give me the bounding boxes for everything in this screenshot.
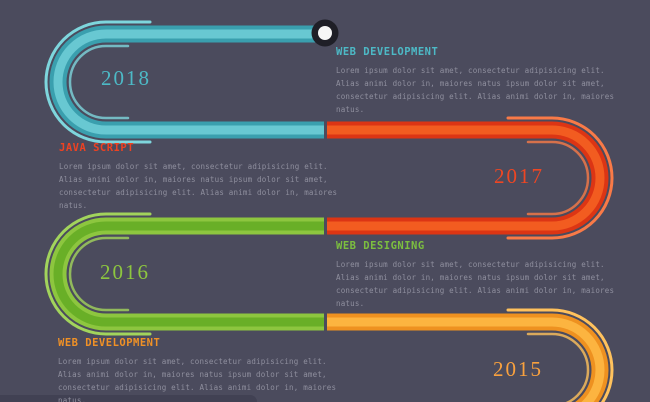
year-label-2018: 2018: [101, 66, 151, 90]
loop-2017-main-path: [327, 121, 609, 235]
section-body-text: Lorem ipsum dolor sit amet, consectetur …: [336, 260, 615, 308]
timeline-marker-dot: [311, 19, 339, 47]
loop-2016-outer-crescent: [44, 212, 152, 336]
loop-2017-inner-crescent: [526, 140, 590, 216]
loop-2018-band-path: [53, 29, 324, 135]
section-title: WEB DEVELOPMENT: [58, 337, 161, 349]
section-body-text: Lorem ipsum dolor sit amet, consectetur …: [59, 162, 338, 210]
section-title: JAVA SCRIPT: [59, 142, 135, 154]
loop-2018-outer-crescent: [44, 20, 152, 144]
loop-2016-band-path: [53, 221, 324, 327]
bottom-shadow-shape: [0, 395, 257, 402]
section-title: WEB DESIGNING: [336, 240, 425, 252]
loop-2016-main-path: [49, 217, 324, 331]
loop-2016-inner-crescent: [68, 236, 130, 312]
marker-dot-inner-circle: [318, 26, 332, 40]
section-title: WEB DEVELOPMENT: [336, 46, 439, 58]
year-label-2016: 2016: [100, 260, 150, 284]
loop-2017-band-path: [327, 125, 605, 231]
section-java-script-2017: JAVA SCRIPT Lorem ipsum dolor sit amet, …: [59, 142, 354, 212]
section-web-development-2015: WEB DEVELOPMENT Lorem ipsum dolor sit am…: [58, 337, 353, 402]
year-label-2017: 2017: [494, 164, 544, 188]
year-label-2015: 2015: [493, 357, 543, 381]
section-web-development-2018: WEB DEVELOPMENT Lorem ipsum dolor sit am…: [336, 46, 631, 116]
loop-2018-main-path: [49, 25, 324, 139]
loop-2017-outer-crescent: [506, 116, 614, 240]
loop-2018-inner-crescent: [68, 44, 130, 120]
loop-2015-band-path: [327, 317, 605, 402]
loop-2015-inner-crescent: [526, 332, 590, 402]
section-body-text: Lorem ipsum dolor sit amet, consectetur …: [336, 66, 615, 114]
section-body-text: Lorem ipsum dolor sit amet, consectetur …: [58, 357, 337, 402]
section-web-designing-2016: WEB DESIGNING Lorem ipsum dolor sit amet…: [336, 240, 631, 310]
loop-2015-outer-crescent: [506, 308, 614, 402]
